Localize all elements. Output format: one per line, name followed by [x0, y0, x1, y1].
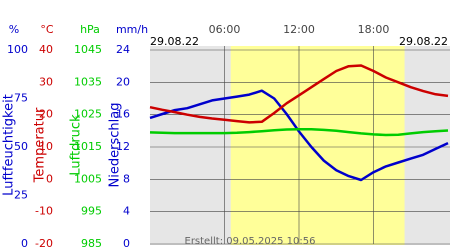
y-tick-label: 20 — [116, 75, 130, 88]
y-tick-label: 985 — [81, 237, 102, 250]
y-tick-label: 24 — [116, 43, 130, 56]
axis-unit: % — [9, 23, 19, 36]
y-tick-label: 30 — [39, 75, 53, 88]
line-series — [149, 127, 449, 137]
daylight-band — [230, 46, 405, 245]
y-tick-label: 25 — [14, 189, 28, 202]
y-tick-label: 10 — [39, 140, 53, 153]
line-series — [149, 64, 449, 124]
y-tick-label: 40 — [39, 43, 53, 56]
line-series — [149, 89, 449, 182]
y-tick-label: -20 — [35, 237, 53, 250]
date-left: 29.08.22 — [150, 35, 199, 48]
axis-title: Niederschlag — [108, 103, 123, 188]
y-tick-label: 1015 — [74, 140, 102, 153]
axis-title: Temperatur — [33, 107, 48, 183]
y-tick-label: 75 — [14, 92, 28, 105]
created-note: Erstellt: 09.05.2025 10:56 — [185, 236, 316, 247]
x-tick-label: 18:00 — [358, 23, 390, 36]
y-tick-label: 0 — [21, 237, 28, 250]
y-tick-label: 100 — [7, 43, 28, 56]
y-tick-label: 16 — [116, 108, 130, 121]
y-tick-label: 0 — [46, 172, 53, 185]
y-tick-label: -10 — [35, 205, 53, 218]
axis-title: Luftfeuchtigkeit — [2, 94, 17, 196]
y-tick-label: 1035 — [74, 75, 102, 88]
y-tick-label: 20 — [39, 108, 53, 121]
y-tick-label: 995 — [81, 205, 102, 218]
y-tick-label: 1005 — [74, 172, 102, 185]
y-tick-label: 1045 — [74, 43, 102, 56]
y-tick-label: 50 — [14, 140, 28, 153]
y-tick-label: 1025 — [74, 108, 102, 121]
date-right: 29.08.22 — [399, 35, 448, 48]
y-tick-label: 0 — [123, 237, 130, 250]
axis-title: Luftdruck — [69, 114, 84, 176]
axis-unit: °C — [40, 23, 54, 36]
y-tick-label: 8 — [123, 172, 130, 185]
x-tick-label: 12:00 — [283, 23, 315, 36]
axis-unit: mm/h — [116, 23, 148, 36]
x-tick-label: 06:00 — [209, 23, 241, 36]
axis-unit: hPa — [80, 23, 100, 36]
y-tick-label: 12 — [116, 140, 130, 153]
y-tick-label: 4 — [123, 205, 130, 218]
